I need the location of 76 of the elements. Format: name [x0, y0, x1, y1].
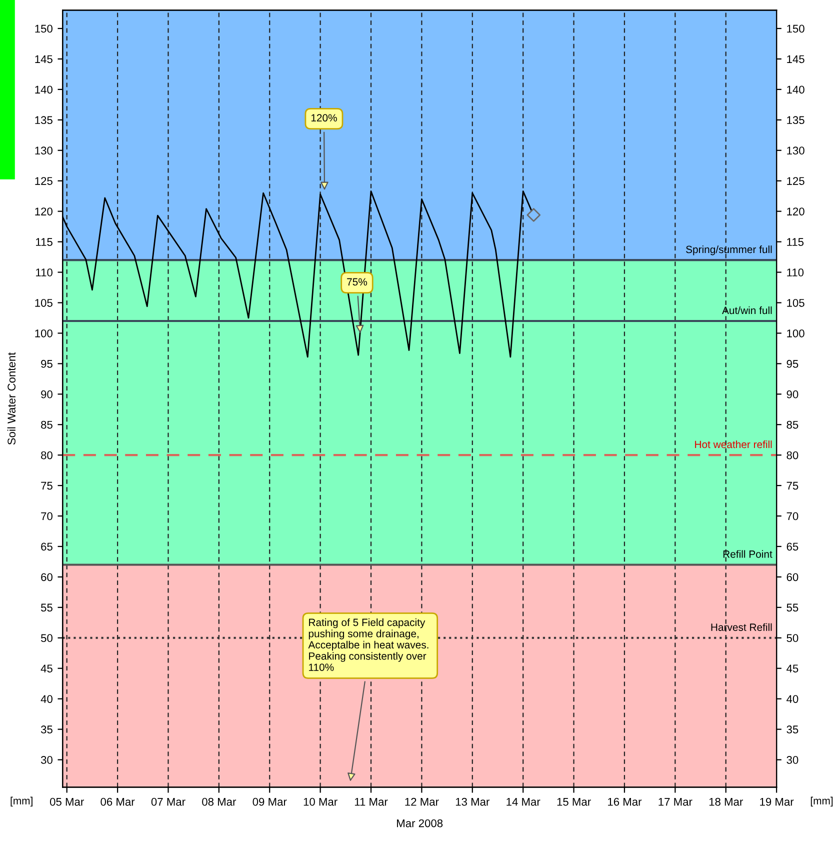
text: [mm]	[810, 796, 833, 806]
y-tick-label: 75	[41, 482, 52, 490]
x-tick-label: 16 Mar	[608, 798, 642, 806]
y2-tick-label: 40	[786, 695, 798, 703]
x-tick-label: 08 Mar	[202, 798, 236, 806]
y2-tick-label: 35	[786, 726, 798, 734]
y2-tick-label: 75	[786, 482, 798, 490]
y-tick-label: 115	[36, 238, 52, 246]
y-tick-label: 140	[35, 86, 52, 94]
annotation: Rating of 5 Field capacity pushing some drainage, Acceptalbe in heat waves. Peaking consistently over 110%	[308, 618, 428, 671]
y2-tick-label: 145	[787, 55, 804, 64]
y2-tick-label: 30	[786, 756, 798, 764]
y-tick-label: 125	[35, 177, 52, 185]
annotation: 75%	[347, 278, 368, 286]
y2-tick-label: 140	[787, 86, 804, 94]
x-tick-label: 05 Mar	[50, 798, 84, 806]
y2-tick-label: 45	[786, 664, 798, 672]
y2-tick-label: 105	[787, 298, 804, 307]
annotation: 120%	[311, 114, 337, 122]
y-tick-label: 105	[35, 298, 52, 307]
x-tick-label: 09 Mar	[252, 798, 287, 806]
y-tick-label: 50	[40, 634, 52, 642]
y-tick-label: 85	[41, 420, 52, 429]
y-tick-label: 90	[41, 390, 52, 398]
y2-tick-label: 120	[787, 208, 804, 216]
y2-tick-label: 90	[786, 390, 798, 398]
x-axis-title: Mar 2008	[397, 819, 443, 828]
ref-line-label: Refill Point	[723, 550, 772, 558]
ref-line-label: Harvest Refill	[711, 623, 772, 631]
y2-tick-label: 110	[787, 268, 804, 276]
y-tick-label: 110	[36, 268, 52, 276]
y-tick-label: 120	[35, 208, 52, 216]
y-tick-label: 95	[41, 360, 52, 368]
y-axis-title: Soil Water Content	[7, 352, 16, 445]
y2-tick-label: 50	[786, 634, 798, 642]
x-tick-label: 14 Mar	[506, 798, 540, 806]
y2-tick-label: 60	[786, 573, 798, 582]
y2-tick-label: 70	[786, 512, 798, 520]
y-tick-label: 150	[35, 24, 52, 33]
y2-tick-label: 100	[787, 329, 804, 338]
x-tick-label: 06 Mar	[100, 798, 135, 806]
y2-tick-label: 65	[786, 542, 798, 551]
y-tick-label: 35	[40, 726, 52, 734]
x-tick-label: 15 Mar	[557, 798, 591, 806]
x-tick-label: 11 Mar	[354, 798, 388, 806]
y2-tick-label: 130	[787, 146, 804, 155]
ref-line-label: Hot weather refill	[695, 440, 772, 448]
y-tick-label: 65	[41, 542, 52, 551]
y-tick-label: 30	[40, 756, 52, 764]
x-tick-label: 10 Mar	[304, 798, 338, 806]
y-tick-label: 130	[35, 146, 52, 155]
y2-tick-label: 150	[787, 24, 804, 33]
y-tick-label: 40	[40, 695, 52, 703]
y2-tick-label: 135	[787, 116, 804, 124]
y2-tick-label: 85	[786, 420, 798, 429]
x-tick-label: 17 Mar	[658, 798, 692, 806]
y-tick-label: 145	[35, 55, 52, 64]
y2-tick-label: 55	[786, 604, 798, 612]
y-tick-label: 60	[41, 573, 52, 582]
x-tick-label: 19 Mar	[760, 798, 794, 806]
y-tick-label: 135	[35, 116, 52, 124]
y-tick-label: 80	[41, 451, 52, 460]
y-tick-label: 100	[35, 329, 52, 338]
y-tick-label: 55	[40, 604, 52, 612]
y-tick-label: 45	[40, 664, 52, 672]
ref-line-label: Spring/summer full	[686, 245, 772, 256]
text: [mm]	[10, 796, 32, 806]
x-tick-label: 07 Mar	[151, 798, 186, 806]
y2-tick-label: 125	[787, 177, 804, 185]
y2-tick-label: 80	[786, 451, 798, 460]
y2-tick-label: 115	[787, 238, 804, 246]
x-tick-label: 13 Mar	[456, 798, 490, 806]
x-tick-label: 18 Mar	[709, 798, 743, 806]
y-tick-label: 70	[41, 512, 52, 520]
x-tick-label: 12 Mar	[405, 798, 439, 806]
y2-tick-label: 95	[786, 360, 798, 368]
